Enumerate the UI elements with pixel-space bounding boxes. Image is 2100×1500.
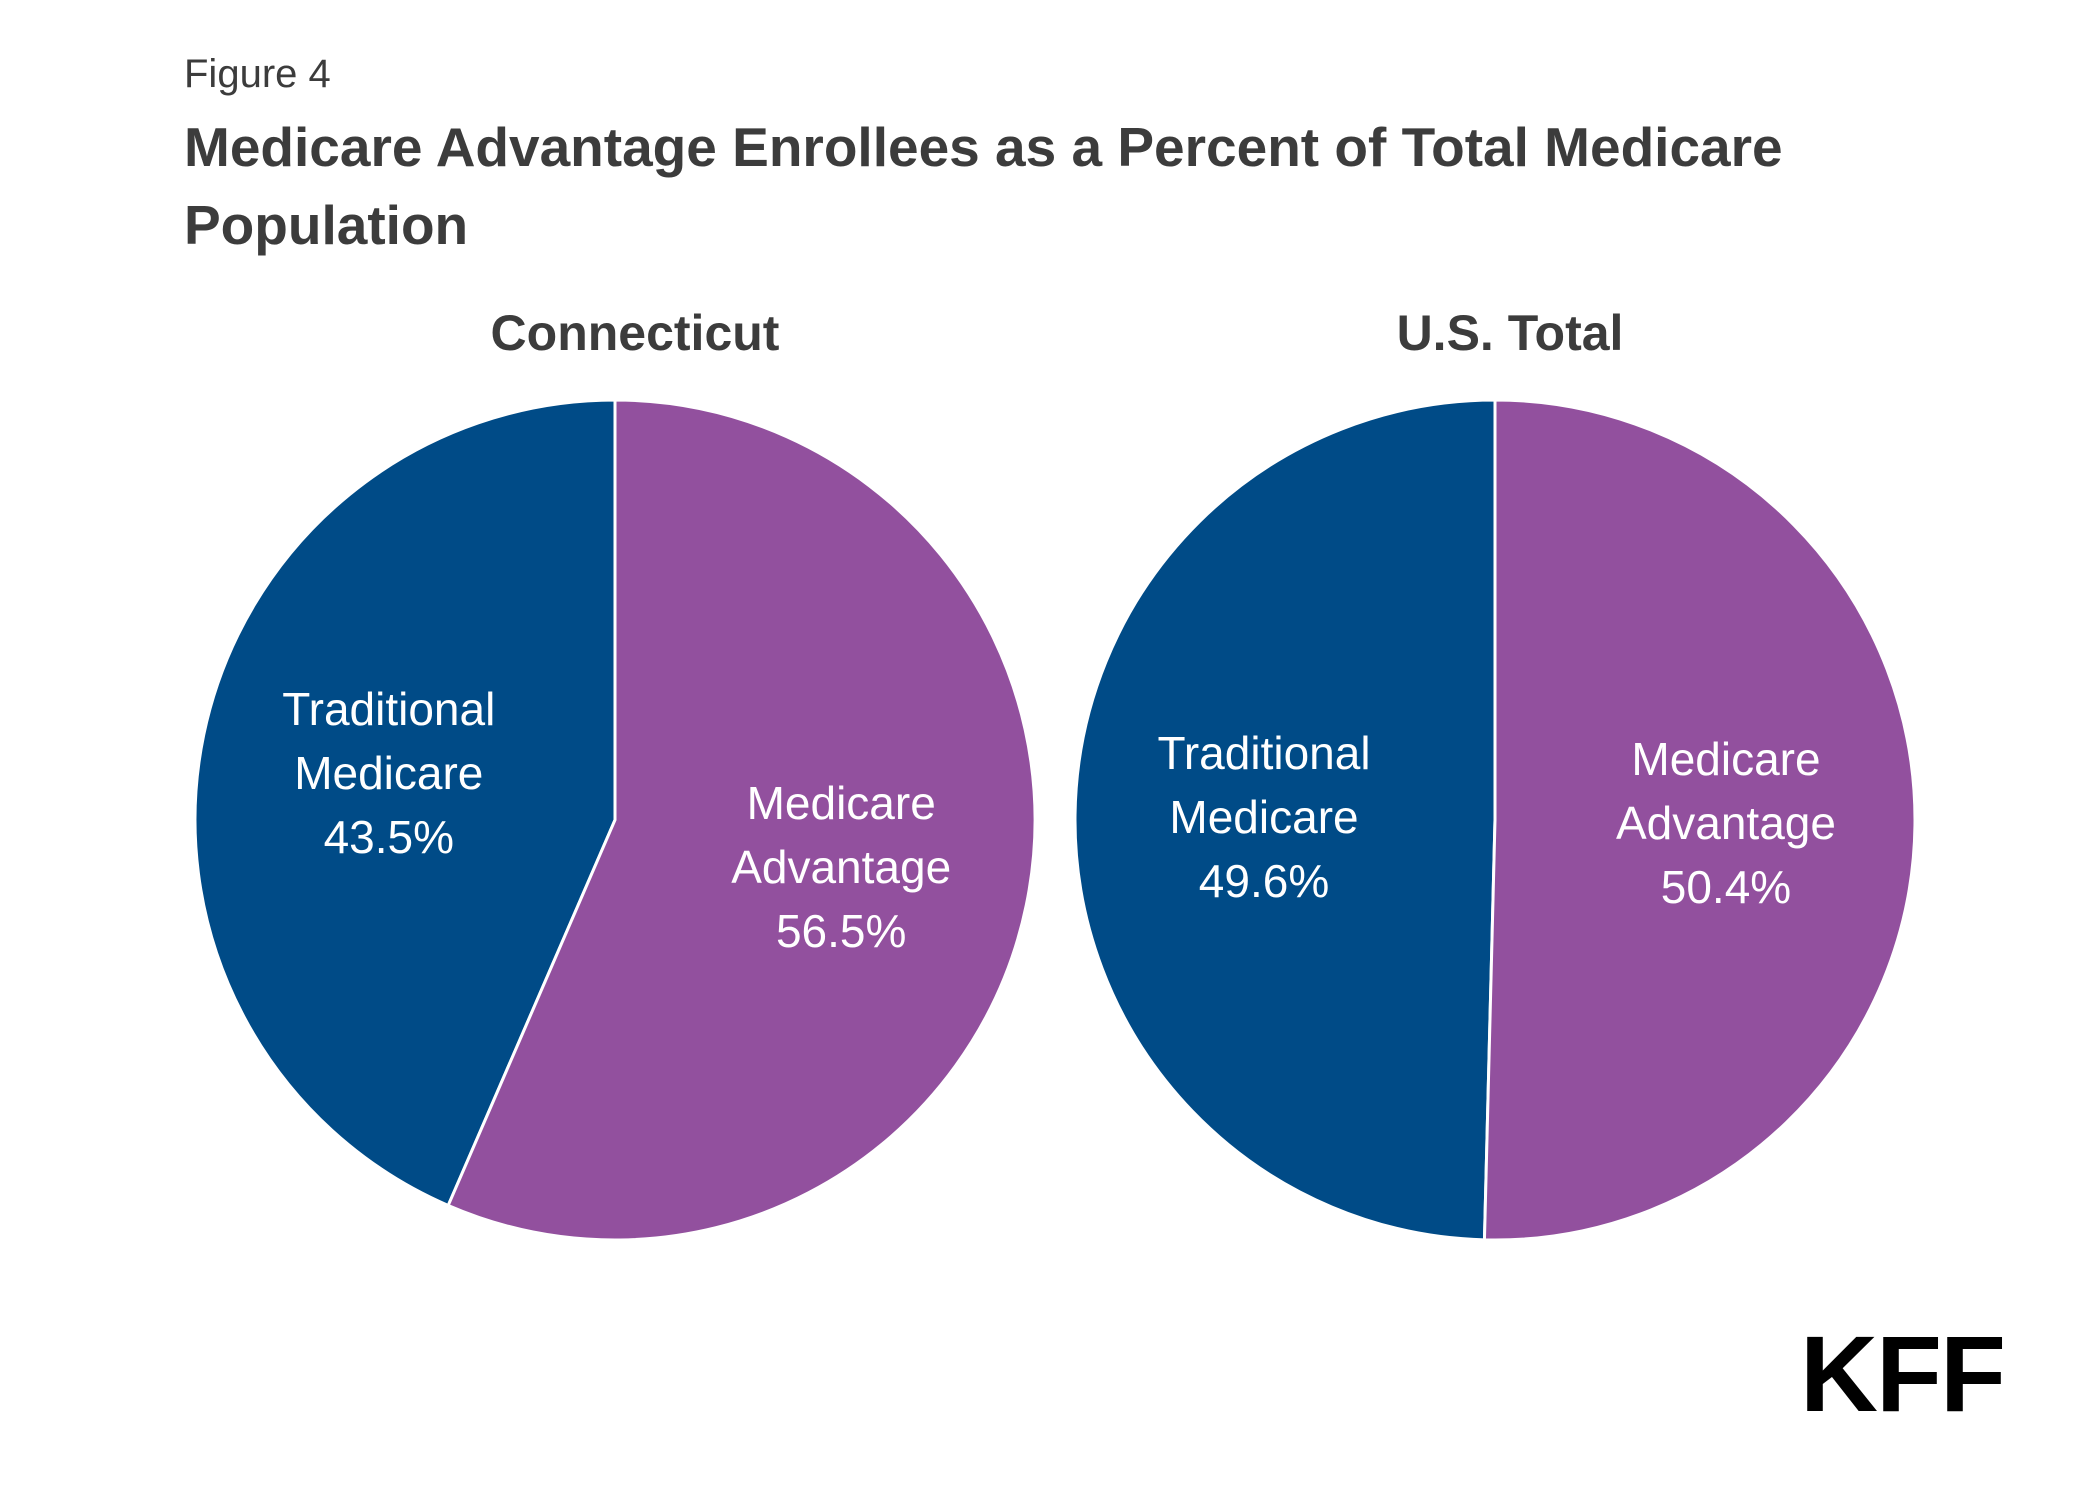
chart-title: Medicare Advantage Enrollees as a Percen… <box>184 116 1783 256</box>
data-label-name: Advantage <box>1616 797 1836 849</box>
pie-slice-connecticut-advantage <box>446 398 1037 1242</box>
data-label-connecticut-traditional: Traditional Medicare 43.5% <box>282 683 495 863</box>
data-label-value: 43.5% <box>324 811 454 863</box>
data-label-value: 56.5% <box>776 905 906 957</box>
data-label-name: Medicare <box>747 777 936 829</box>
data-label-name: Medicare <box>1169 791 1358 843</box>
data-label-value: 49.6% <box>1199 855 1329 907</box>
pie-slice-us-total-advantage <box>1482 398 1917 1242</box>
pie-connecticut: Connecticut Traditional Medicare 43.5% Medic… <box>193 305 1037 1242</box>
data-label-name: Traditional <box>282 683 495 735</box>
figure-label: Figure 4 <box>184 52 331 96</box>
data-label-connecticut-advantage: Medicare Advantage 56.5% <box>731 777 951 957</box>
data-label-us-total-traditional: Traditional Medicare 49.6% <box>1157 727 1370 907</box>
pie-us-total: U.S. Total Traditional Medicare 49.6% Medica… <box>1073 305 1917 1242</box>
data-label-name: Medicare <box>1631 733 1820 785</box>
data-label-name: Advantage <box>731 841 951 893</box>
data-label-us-total-advantage: Medicare Advantage 50.4% <box>1616 733 1836 913</box>
pie-slice-us-total-traditional <box>1073 398 1497 1242</box>
data-label-value: 50.4% <box>1661 861 1791 913</box>
data-label-name: Medicare <box>294 747 483 799</box>
pie-title-connecticut: Connecticut <box>491 305 780 361</box>
kff-logo: KFF <box>1800 1313 2006 1434</box>
data-label-name: Traditional <box>1157 727 1370 779</box>
pie-title-us-total: U.S. Total <box>1397 305 1624 361</box>
pie-slice-connecticut-traditional <box>193 398 617 1208</box>
